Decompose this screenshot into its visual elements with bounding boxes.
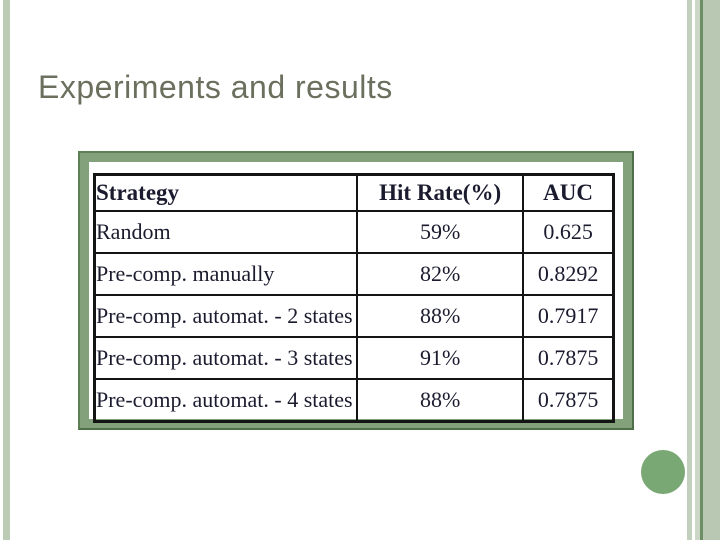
right-accent-band-light <box>695 0 700 540</box>
table-cell: 0.8292 <box>522 252 615 296</box>
right-accent-dark-line <box>700 0 703 540</box>
table-row: Pre-comp. automat. - 2 states 88% 0.7917 <box>93 294 615 338</box>
table-row: Pre-comp. manually 82% 0.8292 <box>93 252 615 296</box>
table-row: Random 59% 0.625 <box>93 210 615 254</box>
table-cell: 0.625 <box>522 210 615 254</box>
table-header-row: Strategy Hit Rate(%) AUC <box>93 173 615 212</box>
table-cell: Pre-comp. automat. - 2 states <box>93 294 359 338</box>
decorative-circle <box>641 450 685 494</box>
table-row: Pre-comp. automat. - 3 states 91% 0.7875 <box>93 336 615 380</box>
column-header-hit-rate: Hit Rate(%) <box>356 173 525 212</box>
column-header-strategy: Strategy <box>93 173 359 212</box>
left-accent-stripe <box>3 0 10 540</box>
slide-title: Experiments and results <box>38 69 393 105</box>
table-cell: 88% <box>356 378 525 423</box>
table-cell: Pre-comp. automat. - 4 states <box>93 378 359 423</box>
table-cell: Random <box>93 210 359 254</box>
right-accent-band <box>703 0 720 540</box>
table-cell: 0.7875 <box>522 378 615 423</box>
results-table: Strategy Hit Rate(%) AUC Random 59% 0.625 P… <box>93 173 615 423</box>
table-cell: 88% <box>356 294 525 338</box>
table-cell: 82% <box>356 252 525 296</box>
table-cell: Pre-comp. manually <box>93 252 359 296</box>
table-cell: 91% <box>356 336 525 380</box>
column-header-auc: AUC <box>522 173 615 212</box>
results-table-frame: Strategy Hit Rate(%) AUC Random 59% 0.625 P… <box>78 151 634 430</box>
table-cell: 59% <box>356 210 525 254</box>
table-cell: 0.7875 <box>522 336 615 380</box>
results-table-body: Random 59% 0.625 Pre-comp. manually 82% 0.829… <box>93 210 615 423</box>
table-cell: Pre-comp. automat. - 3 states <box>93 336 359 380</box>
results-table-frame-inner: Strategy Hit Rate(%) AUC Random 59% 0.625 P… <box>89 162 623 423</box>
table-cell: 0.7917 <box>522 294 615 338</box>
table-row: Pre-comp. automat. - 4 states 88% 0.7875 <box>93 378 615 423</box>
right-accent-stripe <box>687 0 692 540</box>
